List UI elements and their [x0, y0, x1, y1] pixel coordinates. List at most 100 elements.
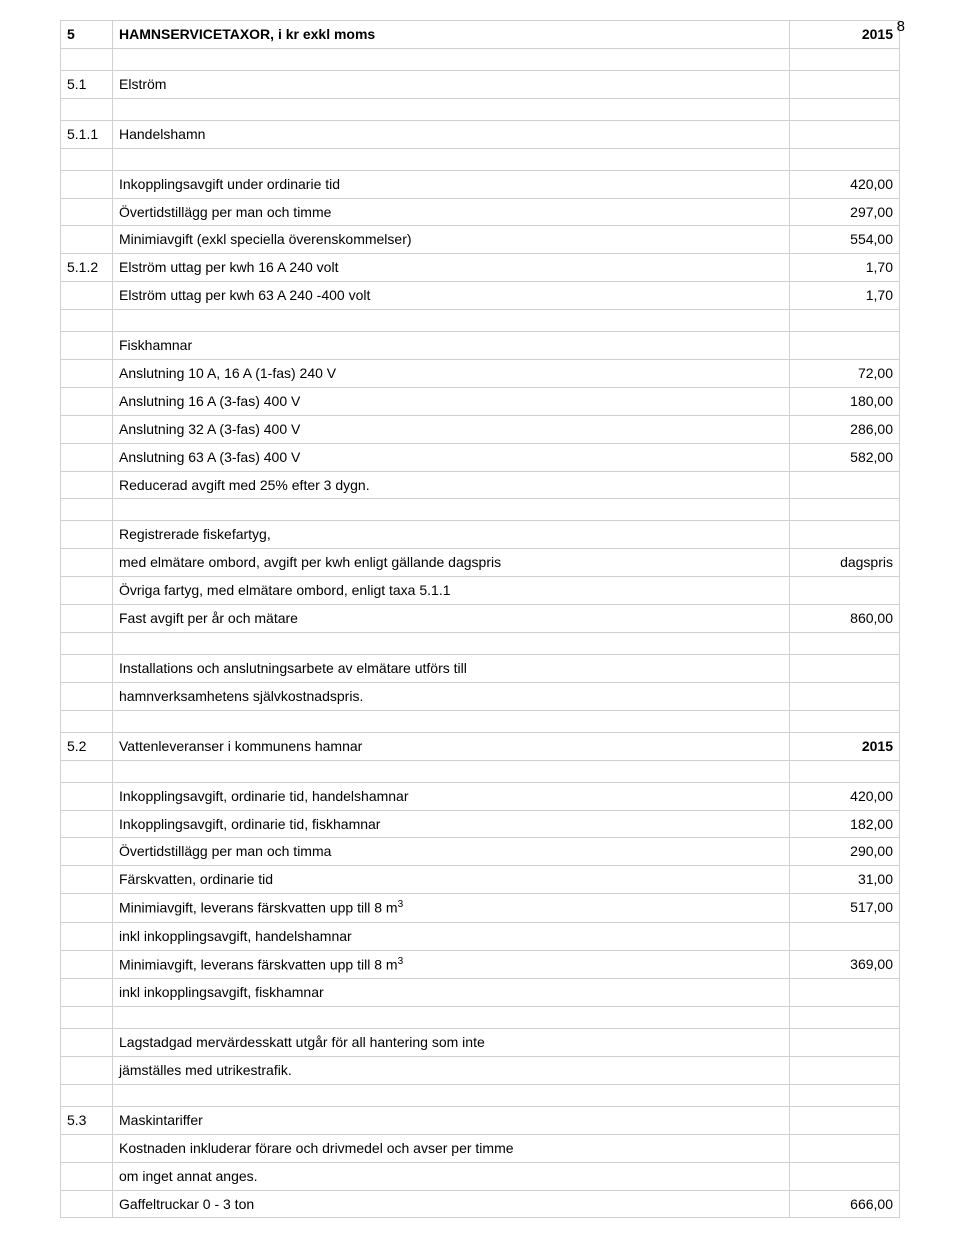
value-cell — [790, 655, 900, 683]
description-cell: Inkopplingsavgift, ordinarie tid, handel… — [113, 782, 790, 810]
value-cell: 369,00 — [790, 950, 900, 979]
table-row: Gaffeltruckar 0 - 3 ton666,00 — [61, 1190, 900, 1218]
table-row: Elström uttag per kwh 63 A 240 -400 volt… — [61, 282, 900, 310]
description-cell: Vattenleveranser i kommunens hamnar — [113, 732, 790, 760]
table-cell — [790, 148, 900, 170]
table-row: Lagstadgad mervärdesskatt utgår för all … — [61, 1029, 900, 1057]
table-cell — [113, 633, 790, 655]
table-cell — [61, 148, 113, 170]
section-number-cell: 5 — [61, 21, 113, 49]
section-number-cell — [61, 282, 113, 310]
table-row: inkl inkopplingsavgift, handelshamnar — [61, 922, 900, 950]
description-cell: Inkopplingsavgift, ordinarie tid, fiskha… — [113, 810, 790, 838]
value-cell: 1,70 — [790, 254, 900, 282]
value-cell: 2015 — [790, 732, 900, 760]
table-row — [61, 98, 900, 120]
page: 8 5HAMNSERVICETAXOR, i kr exkl moms20155… — [0, 0, 960, 1258]
table-cell — [790, 310, 900, 332]
section-number-cell — [61, 810, 113, 838]
value-cell: 554,00 — [790, 226, 900, 254]
description-cell: HAMNSERVICETAXOR, i kr exkl moms — [113, 21, 790, 49]
table-row — [61, 710, 900, 732]
description-cell: inkl inkopplingsavgift, fiskhamnar — [113, 979, 790, 1007]
table-row — [61, 1084, 900, 1106]
value-cell — [790, 979, 900, 1007]
description-cell: Reducerad avgift med 25% efter 3 dygn. — [113, 471, 790, 499]
table-row: Övertidstillägg per man och timma290,00 — [61, 838, 900, 866]
section-number-cell: 5.3 — [61, 1106, 113, 1134]
table-row: Anslutning 63 A (3-fas) 400 V582,00 — [61, 443, 900, 471]
description-cell: hamnverksamhetens självkostnadspris. — [113, 682, 790, 710]
table-cell — [790, 1084, 900, 1106]
table-row: Anslutning 10 A, 16 A (1-fas) 240 V72,00 — [61, 360, 900, 388]
table-cell — [790, 499, 900, 521]
description-cell: Handelshamn — [113, 120, 790, 148]
section-number-cell — [61, 866, 113, 894]
section-number-cell — [61, 170, 113, 198]
table-row — [61, 148, 900, 170]
value-cell: 286,00 — [790, 415, 900, 443]
value-cell: 517,00 — [790, 894, 900, 923]
table-cell — [113, 310, 790, 332]
table-row: Fast avgift per år och mätare860,00 — [61, 605, 900, 633]
table-cell — [113, 760, 790, 782]
table-cell — [61, 499, 113, 521]
value-cell — [790, 1162, 900, 1190]
value-cell — [790, 1029, 900, 1057]
description-cell: Fiskhamnar — [113, 332, 790, 360]
value-cell: dagspris — [790, 549, 900, 577]
description-cell: Övertidstillägg per man och timma — [113, 838, 790, 866]
description-cell: Elström — [113, 70, 790, 98]
table-row — [61, 499, 900, 521]
table-row: 5.1.1Handelshamn — [61, 120, 900, 148]
table-row: Färskvatten, ordinarie tid31,00 — [61, 866, 900, 894]
section-number-cell — [61, 549, 113, 577]
table-row: Registrerade fiskefartyg, — [61, 521, 900, 549]
value-cell — [790, 682, 900, 710]
table-cell — [113, 48, 790, 70]
description-cell: Minimiavgift (exkl speciella överenskomm… — [113, 226, 790, 254]
section-number-cell — [61, 332, 113, 360]
section-number-cell — [61, 894, 113, 923]
description-cell: Minimiavgift, leverans färskvatten upp t… — [113, 894, 790, 923]
table-row: hamnverksamhetens självkostnadspris. — [61, 682, 900, 710]
section-number-cell: 5.1.1 — [61, 120, 113, 148]
value-cell: 72,00 — [790, 360, 900, 388]
table-row: Övriga fartyg, med elmätare ombord, enli… — [61, 577, 900, 605]
table-row: Kostnaden inkluderar förare och drivmede… — [61, 1134, 900, 1162]
section-number-cell — [61, 415, 113, 443]
value-cell — [790, 922, 900, 950]
table-cell — [61, 633, 113, 655]
table-cell — [113, 98, 790, 120]
value-cell: 182,00 — [790, 810, 900, 838]
section-number-cell — [61, 655, 113, 683]
section-number-cell — [61, 682, 113, 710]
value-cell: 2015 — [790, 21, 900, 49]
description-cell: jämställes med utrikestrafik. — [113, 1057, 790, 1085]
table-cell — [113, 1007, 790, 1029]
section-number-cell — [61, 1057, 113, 1085]
value-cell: 180,00 — [790, 387, 900, 415]
value-cell — [790, 471, 900, 499]
section-number-cell — [61, 577, 113, 605]
table-row — [61, 310, 900, 332]
table-cell — [113, 710, 790, 732]
description-cell: Maskintariffer — [113, 1106, 790, 1134]
description-cell: Fast avgift per år och mätare — [113, 605, 790, 633]
table-cell — [61, 1084, 113, 1106]
description-cell: Minimiavgift, leverans färskvatten upp t… — [113, 950, 790, 979]
table-row — [61, 1007, 900, 1029]
section-number-cell — [61, 226, 113, 254]
value-cell: 297,00 — [790, 198, 900, 226]
description-cell: Installations och anslutningsarbete av e… — [113, 655, 790, 683]
table-row: Minimiavgift (exkl speciella överenskomm… — [61, 226, 900, 254]
section-number-cell — [61, 1162, 113, 1190]
table-cell — [113, 499, 790, 521]
table-row: Inkopplingsavgift, ordinarie tid, handel… — [61, 782, 900, 810]
table-cell — [61, 760, 113, 782]
value-cell — [790, 1057, 900, 1085]
section-number-cell: 5.2 — [61, 732, 113, 760]
section-number-cell: 5.1.2 — [61, 254, 113, 282]
value-cell: 582,00 — [790, 443, 900, 471]
table-row: inkl inkopplingsavgift, fiskhamnar — [61, 979, 900, 1007]
